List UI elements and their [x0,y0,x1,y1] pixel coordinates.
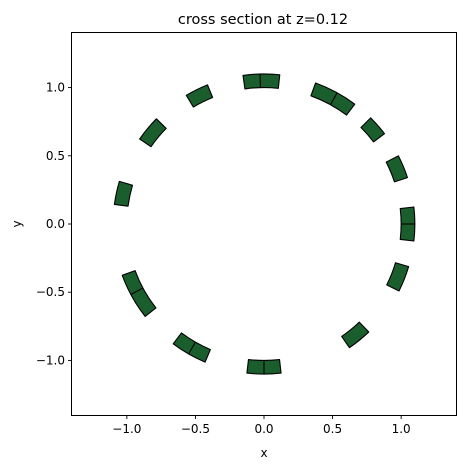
ring-segment [185,84,214,108]
ring-segment [139,118,167,148]
axis-ticks: −1.0 −0.5 0.0 0.5 1.0 −1.0 −0.5 0.0 0.5 1.0 [36,81,411,436]
x-tick-label: −0.5 [181,422,210,436]
ring-segment [341,321,370,349]
segment-divider [330,92,338,105]
y-axis-label: y [10,220,24,227]
x-axis-label: x [260,446,267,460]
plot-frame [71,32,457,416]
chart-title: cross section at z=0.12 [178,12,348,28]
y-tick-label: 1.0 [46,81,65,95]
x-tick-label: 1.0 [392,422,411,436]
ring-segment [386,262,410,292]
y-tick-label: −0.5 [36,285,65,299]
y-tick-label: 0.0 [46,217,65,231]
y-tick-label: −1.0 [36,353,65,367]
x-tick-label: 0.0 [254,422,273,436]
x-tick-label: 0.5 [323,422,342,436]
ring-segment [310,82,356,116]
ring-segments [113,73,416,375]
ring-segment [385,155,409,183]
segment-divider [188,341,196,355]
ring-segment [113,180,134,207]
y-tick-label: 0.5 [46,149,65,163]
ring-segment [121,270,157,317]
ring-segment [360,117,386,143]
x-tick-label: −1.0 [112,422,141,436]
ring-segment [242,73,281,90]
segment-divider [130,287,144,295]
